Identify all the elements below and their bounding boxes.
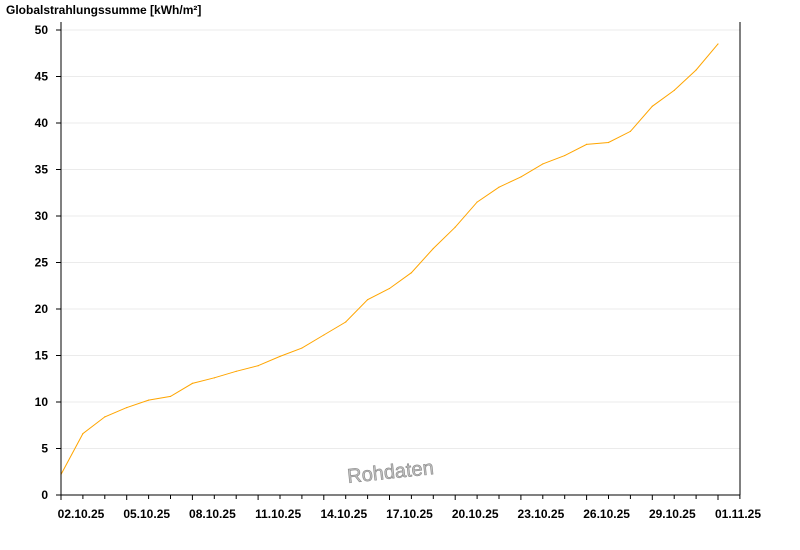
data-point xyxy=(673,89,675,92)
x-tick-label: 02.10.25 xyxy=(58,507,105,521)
data-point xyxy=(564,154,566,157)
y-tick-label: 10 xyxy=(35,395,49,409)
y-tick-label: 25 xyxy=(35,256,49,270)
x-tick-label: 23.10.25 xyxy=(518,507,565,521)
data-point xyxy=(695,69,697,71)
data-point xyxy=(388,287,391,290)
data-point xyxy=(213,377,215,379)
data-point xyxy=(323,334,325,336)
data-point xyxy=(148,399,150,401)
data-point xyxy=(279,355,281,358)
data-point xyxy=(345,321,347,323)
gridlines xyxy=(61,29,740,449)
x-tick-label: 01.11.25 xyxy=(715,507,761,521)
data-point xyxy=(454,226,456,228)
y-tick-label: 40 xyxy=(35,116,49,130)
data-point xyxy=(235,370,237,372)
data-point xyxy=(432,247,434,250)
data-point xyxy=(717,43,719,45)
y-tick-label: 30 xyxy=(35,209,49,223)
data-point xyxy=(104,416,106,418)
data-point xyxy=(520,176,522,178)
y-tick-label: 50 xyxy=(35,23,49,37)
y-tick-label: 20 xyxy=(35,302,49,316)
x-tick-label: 11.10.25 xyxy=(255,507,301,521)
data-point xyxy=(586,143,588,145)
x-axis-ticks: 02.10.25 05.10.25 08.10.25 11.10.25 14.10.25… xyxy=(58,495,761,521)
data-point xyxy=(301,347,303,349)
y-tick-label: 0 xyxy=(41,488,48,502)
x-tick-label: 14.10.25 xyxy=(320,507,367,521)
data-point xyxy=(367,299,369,301)
y-tick-label: 15 xyxy=(35,349,49,363)
data-point xyxy=(257,365,259,367)
radiation-sum-line xyxy=(60,43,719,475)
x-tick-label: 26.10.25 xyxy=(583,507,630,521)
data-point xyxy=(410,272,412,274)
data-point xyxy=(651,105,653,107)
data-point xyxy=(191,382,193,384)
y-tick-label: 35 xyxy=(35,163,49,177)
data-point xyxy=(498,186,500,188)
data-point xyxy=(126,406,128,409)
y-tick-label: 45 xyxy=(35,70,49,84)
data-point xyxy=(82,433,84,435)
x-tick-label: 29.10.25 xyxy=(649,507,696,521)
data-point xyxy=(476,201,478,203)
x-tick-label: 08.10.25 xyxy=(189,507,236,521)
data-point xyxy=(169,395,172,398)
series-line xyxy=(60,43,719,476)
x-tick-label: 05.10.25 xyxy=(123,507,170,521)
y-tick-label: 5 xyxy=(41,442,48,456)
data-point xyxy=(607,141,610,144)
watermark: Rohdaten xyxy=(346,457,435,488)
data-point xyxy=(542,163,544,165)
y-axis-ticks: 0 5 10 15 20 25 30 35 40 45 50 xyxy=(35,23,61,502)
x-tick-label: 17.10.25 xyxy=(386,507,433,521)
data-point xyxy=(629,130,632,132)
y-axis-label: Globalstrahlungssumme [kWh/m²] xyxy=(6,3,201,17)
x-tick-label: 20.10.25 xyxy=(452,507,499,521)
